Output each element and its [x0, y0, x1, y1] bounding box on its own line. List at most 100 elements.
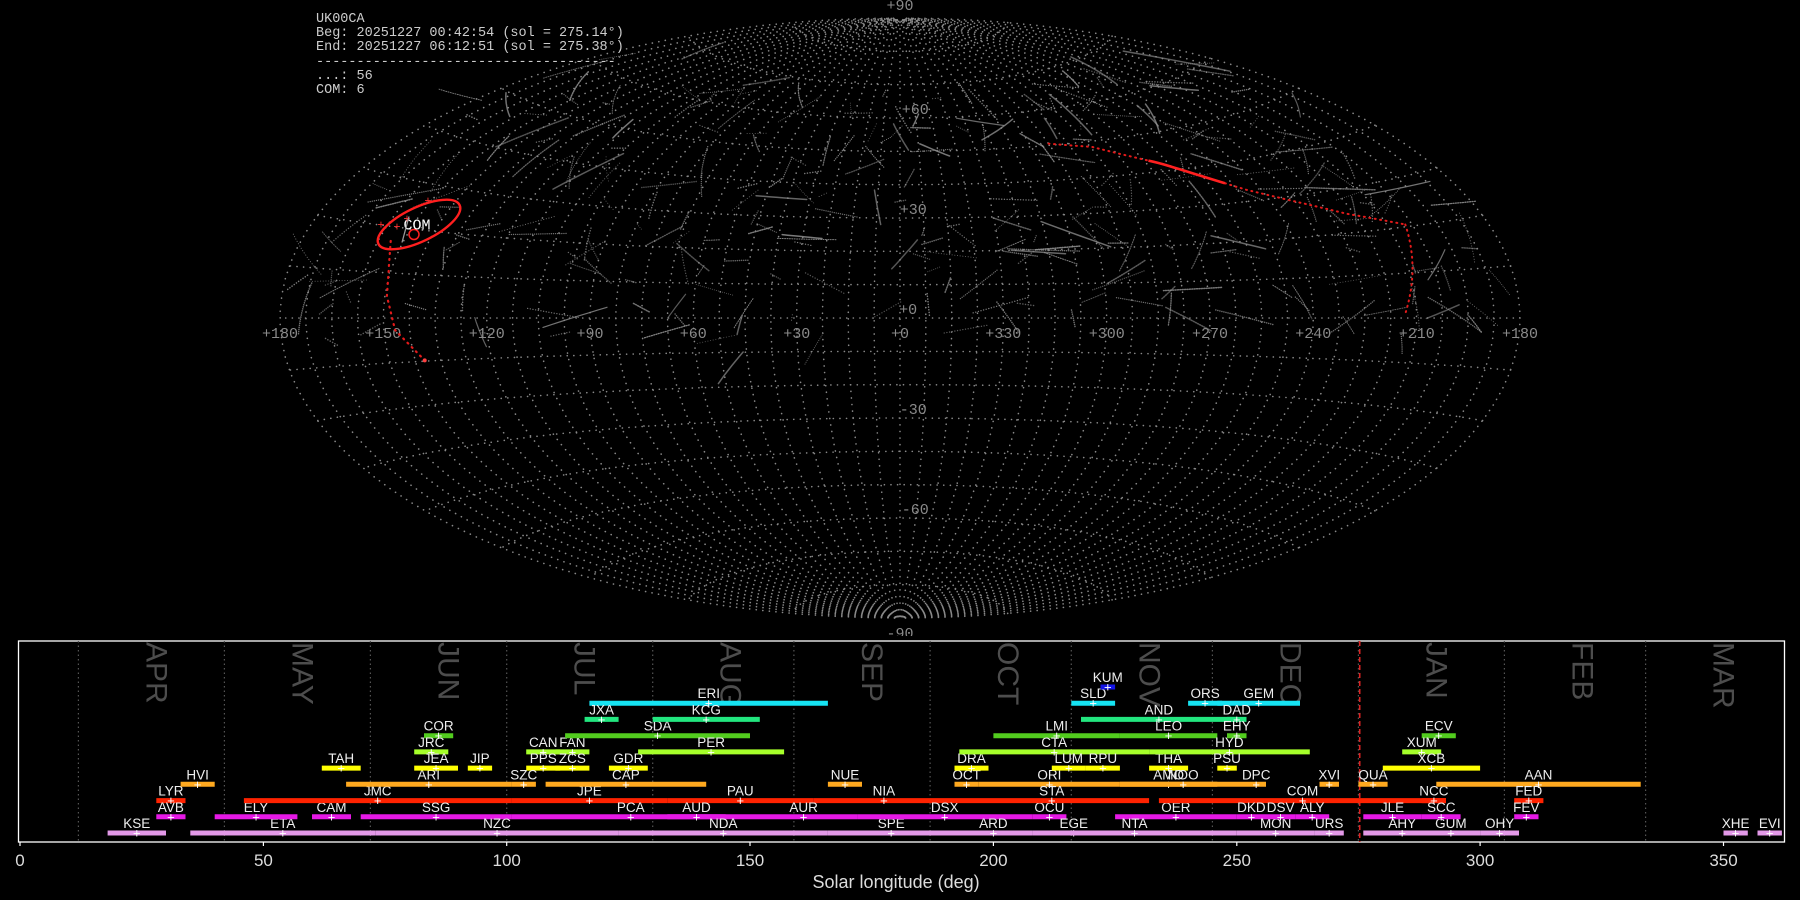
- svg-text:+120: +120: [469, 326, 505, 343]
- svg-text:MAY: MAY: [285, 642, 318, 705]
- svg-text:350: 350: [1709, 851, 1737, 870]
- svg-text:XVI: XVI: [1318, 767, 1340, 782]
- svg-text:+90: +90: [576, 326, 603, 343]
- svg-text:+90: +90: [886, 0, 913, 15]
- svg-text:NIA: NIA: [873, 784, 896, 799]
- svg-text:+30: +30: [900, 202, 927, 219]
- svg-text:+330: +330: [985, 326, 1021, 343]
- svg-text:SEP: SEP: [855, 642, 888, 702]
- svg-text:+0: +0: [891, 326, 909, 343]
- svg-text:300: 300: [1466, 851, 1494, 870]
- svg-text:OCT: OCT: [991, 642, 1024, 705]
- svg-text:MAR: MAR: [1707, 642, 1740, 709]
- svg-text:+: +: [393, 221, 400, 235]
- svg-text:JIP: JIP: [470, 751, 490, 766]
- svg-text:OHY: OHY: [1485, 816, 1514, 831]
- svg-text:URS: URS: [1315, 816, 1344, 831]
- svg-text:SCC: SCC: [1427, 800, 1456, 815]
- svg-text:KSE: KSE: [123, 816, 150, 831]
- svg-text:+60: +60: [680, 326, 707, 343]
- svg-text:+: +: [377, 219, 384, 233]
- svg-text:Solar longitude (deg): Solar longitude (deg): [813, 872, 980, 892]
- svg-text:ORS: ORS: [1190, 686, 1219, 701]
- svg-text:PER: PER: [697, 735, 725, 750]
- svg-text:+60: +60: [902, 102, 929, 119]
- svg-text:JXA: JXA: [589, 702, 614, 717]
- svg-text:JRC: JRC: [418, 735, 444, 750]
- svg-text:NUE: NUE: [831, 767, 860, 782]
- svg-text:EGE: EGE: [1059, 816, 1088, 831]
- svg-text:NTA: NTA: [1122, 816, 1148, 831]
- svg-text:APR: APR: [139, 642, 172, 704]
- svg-text:AAN: AAN: [1525, 767, 1553, 782]
- svg-text:+: +: [424, 195, 431, 209]
- svg-text:+150: +150: [365, 326, 401, 343]
- svg-text:COM: COM: [1287, 784, 1319, 799]
- svg-text:CAN: CAN: [529, 735, 558, 750]
- svg-text:HYD: HYD: [1215, 735, 1244, 750]
- svg-text:100: 100: [493, 851, 521, 870]
- svg-text:LMI: LMI: [1045, 719, 1068, 734]
- svg-text:+0: +0: [899, 302, 917, 319]
- svg-text:HVI: HVI: [186, 767, 209, 782]
- svg-text:+210: +210: [1399, 326, 1435, 343]
- svg-text:ALY: ALY: [1300, 800, 1325, 815]
- svg-text:DEC: DEC: [1273, 642, 1306, 705]
- svg-text:XHE: XHE: [1722, 816, 1750, 831]
- svg-text:NDA: NDA: [709, 816, 738, 831]
- svg-text:+270: +270: [1192, 326, 1228, 343]
- svg-text:JUL: JUL: [568, 642, 601, 695]
- svg-text:150: 150: [736, 851, 764, 870]
- svg-text:PAU: PAU: [727, 784, 754, 799]
- svg-text:AUR: AUR: [789, 800, 818, 815]
- svg-text:JUN: JUN: [431, 642, 464, 700]
- svg-text:DAD: DAD: [1223, 702, 1252, 717]
- svg-text:+180: +180: [262, 326, 298, 343]
- svg-text:SSG: SSG: [422, 800, 451, 815]
- svg-text:PPS: PPS: [530, 751, 557, 766]
- svg-text:AUD: AUD: [682, 800, 711, 815]
- svg-text:GEM: GEM: [1243, 686, 1274, 701]
- svg-text:AVB: AVB: [158, 800, 184, 815]
- svg-text:PCA: PCA: [617, 800, 645, 815]
- svg-text:-30: -30: [900, 402, 927, 419]
- svg-text:ERI: ERI: [697, 686, 720, 701]
- svg-text:XCB: XCB: [1418, 751, 1446, 766]
- svg-text:KUM: KUM: [1093, 670, 1123, 685]
- svg-text:LUM: LUM: [1055, 751, 1084, 766]
- svg-text:+240: +240: [1295, 326, 1331, 343]
- svg-text:50: 50: [254, 851, 273, 870]
- svg-text:PSU: PSU: [1213, 751, 1241, 766]
- svg-text:AND: AND: [1145, 702, 1174, 717]
- svg-text:+30: +30: [783, 326, 810, 343]
- svg-text:DKD: DKD: [1237, 800, 1266, 815]
- svg-text:TAH: TAH: [328, 751, 354, 766]
- svg-text:-90: -90: [886, 626, 913, 636]
- svg-text:JEA: JEA: [424, 751, 449, 766]
- svg-text:COR: COR: [424, 719, 454, 734]
- svg-text:ARD: ARD: [979, 816, 1008, 831]
- svg-text:KCG: KCG: [692, 702, 721, 717]
- svg-text:-60: -60: [902, 502, 929, 519]
- svg-text:JLE: JLE: [1381, 800, 1404, 815]
- svg-text:+180: +180: [1502, 326, 1538, 343]
- svg-text:CTA: CTA: [1041, 735, 1067, 750]
- svg-text:FEV: FEV: [1513, 800, 1539, 815]
- svg-text:FEB: FEB: [1565, 642, 1598, 700]
- svg-text:EHY: EHY: [1223, 719, 1251, 734]
- svg-text:250: 250: [1223, 851, 1251, 870]
- svg-text:DSV: DSV: [1267, 800, 1295, 815]
- svg-text:ZCS: ZCS: [559, 751, 586, 766]
- svg-text:NOV: NOV: [1132, 642, 1165, 707]
- svg-text:JAN: JAN: [1419, 642, 1452, 699]
- svg-text:0: 0: [15, 851, 24, 870]
- svg-text:DPC: DPC: [1242, 767, 1271, 782]
- svg-text:NZC: NZC: [483, 816, 511, 831]
- svg-text:STA: STA: [1039, 784, 1064, 799]
- svg-text:NOO: NOO: [1168, 767, 1199, 782]
- svg-text:EVI: EVI: [1759, 816, 1781, 831]
- svg-text:+300: +300: [1089, 326, 1125, 343]
- svg-text:FED: FED: [1515, 784, 1542, 799]
- svg-text:XUM: XUM: [1407, 735, 1437, 750]
- svg-text:LYR: LYR: [158, 784, 184, 799]
